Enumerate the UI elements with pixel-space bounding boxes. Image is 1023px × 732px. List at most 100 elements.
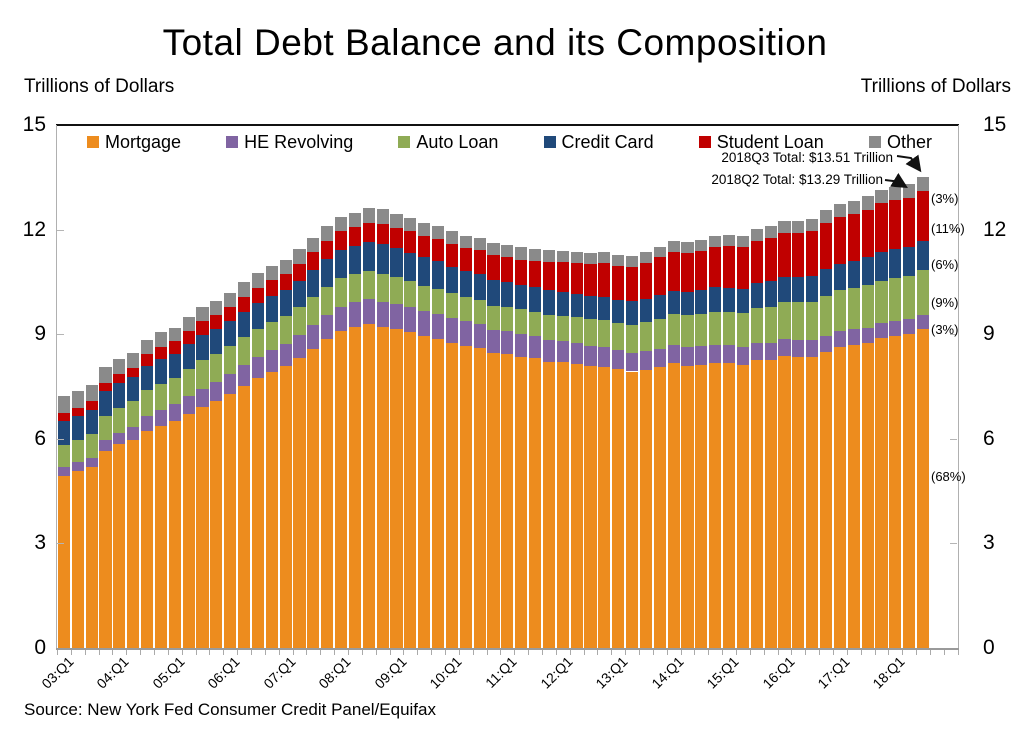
bar-segment — [113, 374, 126, 384]
bar-segment — [833, 331, 847, 348]
bar-segment — [279, 290, 292, 317]
bar-segment — [764, 306, 777, 344]
y-axis-label-right: 15 — [983, 113, 1007, 136]
x-axis-tick — [708, 649, 710, 655]
bar-segment — [445, 293, 459, 318]
bar-segment — [792, 356, 805, 648]
bar-segment — [639, 369, 653, 648]
bar-segment — [127, 401, 140, 427]
bar-segment — [168, 353, 181, 379]
legend-swatch-credit-card-icon — [543, 136, 556, 148]
x-axis-label: 18:Q1 — [869, 653, 908, 692]
bar-segment — [154, 347, 168, 360]
bar-segment — [681, 315, 694, 348]
bar-segment — [570, 317, 583, 344]
bar-segment — [404, 332, 417, 648]
bar-segment — [321, 226, 334, 241]
bar-segment — [695, 346, 708, 365]
bar-segment — [750, 342, 763, 360]
y-axis-label-right: 9 — [983, 322, 995, 346]
bar-segment — [279, 316, 292, 344]
x-axis-tick — [597, 649, 599, 655]
bar-segment — [889, 200, 902, 250]
y-axis-line-right — [957, 125, 959, 648]
bar-segment — [695, 290, 708, 314]
x-axis-tick — [514, 649, 516, 655]
y-axis-label-left: 9 — [34, 322, 46, 346]
bar-segment — [487, 330, 500, 354]
bar-segment — [196, 388, 209, 408]
bar-segment — [210, 328, 223, 355]
bar-segment — [612, 350, 625, 370]
bar-segment — [584, 319, 597, 347]
bar-segment — [695, 364, 708, 648]
bar-segment — [113, 407, 126, 433]
bar-segment — [889, 186, 902, 201]
bar-segment — [307, 252, 320, 270]
bar-segment — [390, 304, 403, 329]
x-axis-tick — [154, 649, 155, 655]
bar-segment — [861, 209, 874, 258]
bar-segment — [307, 237, 320, 253]
bar-segment — [376, 223, 389, 244]
bar-segment — [875, 203, 888, 252]
bar-segment — [335, 216, 348, 232]
legend-label: Mortgage — [105, 132, 182, 152]
bar-segment — [598, 251, 611, 264]
bar-segment — [653, 348, 666, 368]
x-axis-tick — [625, 649, 627, 655]
bar-segment — [293, 334, 306, 358]
legend-label: Student Loan — [716, 132, 824, 152]
bar-segment — [404, 218, 417, 232]
x-axis-label: 11:Q1 — [482, 653, 520, 691]
bar-segment — [542, 314, 556, 341]
bar-segment — [279, 365, 292, 648]
bar-segment — [85, 384, 98, 402]
bar-segment — [653, 367, 666, 648]
x-axis-tick — [555, 649, 557, 655]
plot-area — [57, 125, 958, 648]
bar-segment — [390, 227, 403, 249]
bar-segment — [764, 343, 777, 361]
bar-segment — [529, 260, 542, 288]
bar-segment — [639, 263, 653, 299]
x-axis-label: 15:Q1 — [703, 653, 742, 692]
legend-item: Mortgage — [87, 132, 181, 152]
bar-segment — [709, 287, 722, 312]
bar-segment — [459, 235, 472, 249]
bar-segment — [570, 251, 583, 264]
bar-segment — [362, 242, 375, 272]
bar-segment — [750, 360, 763, 648]
x-axis-label: 16:Q1 — [758, 653, 798, 692]
bar-segment — [736, 247, 750, 289]
segment-share-label: (3%) — [931, 321, 959, 337]
bar-segment — [792, 232, 805, 277]
bar-segment — [861, 327, 874, 344]
bar-segment — [889, 320, 902, 337]
bar-segment — [57, 445, 71, 468]
bar-segment — [127, 376, 140, 402]
bar-segment — [182, 414, 195, 648]
bar-segment — [99, 450, 112, 648]
bar-segment — [903, 334, 916, 648]
x-axis-tick — [500, 649, 502, 655]
bar-segment — [348, 302, 362, 328]
bar-segment — [182, 369, 195, 396]
y-axis-tick — [57, 438, 64, 440]
bar-segment — [293, 280, 306, 307]
segment-share-label: (9%) — [931, 294, 959, 310]
bar-segment — [709, 363, 722, 648]
bar-segment — [847, 345, 860, 648]
bar-segment — [653, 246, 666, 258]
x-axis-tick — [361, 649, 363, 655]
bar-segment — [889, 278, 902, 321]
bar-segment — [501, 244, 514, 258]
bar-segment — [238, 311, 251, 337]
bar-segment — [362, 222, 375, 243]
bar-segment — [723, 311, 736, 346]
x-axis-tick — [930, 649, 931, 655]
bar-segment — [168, 378, 181, 404]
bar-segment — [598, 347, 611, 367]
bar-segment — [168, 403, 181, 422]
bar-segment — [376, 326, 389, 648]
